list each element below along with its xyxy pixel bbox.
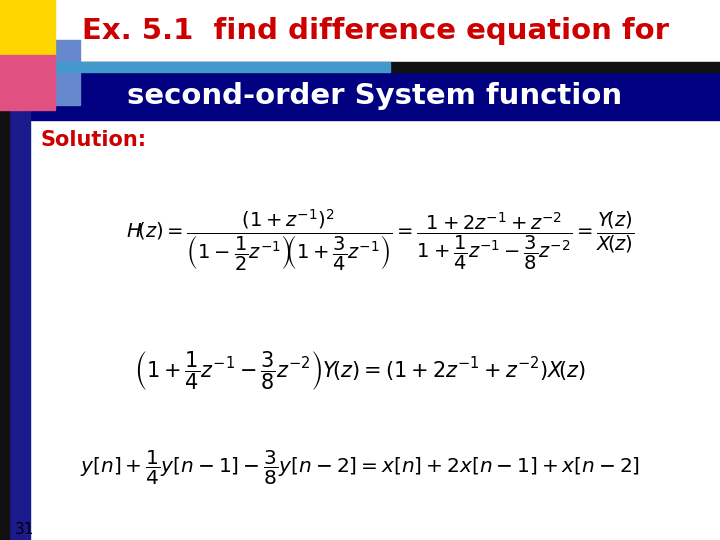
Bar: [30, 72, 720, 120]
Text: 31: 31: [15, 523, 35, 537]
Bar: [0, 55, 55, 110]
Bar: [30, 62, 390, 72]
Text: $y[n]+\dfrac{1}{4}y[n-1]-\dfrac{3}{8}y[n-2]=x[n]+2x[n-1]+x[n-2]$: $y[n]+\dfrac{1}{4}y[n-1]-\dfrac{3}{8}y[n…: [80, 449, 640, 487]
Text: $H\!\left(z\right)=\dfrac{\left(1+z^{-1}\right)^{2}}{\left(1-\dfrac{1}{2}z^{-1}\: $H\!\left(z\right)=\dfrac{\left(1+z^{-1}…: [126, 207, 634, 273]
Bar: [30, 62, 720, 72]
Text: Ex. 5.1  find difference equation for: Ex. 5.1 find difference equation for: [81, 17, 668, 45]
Bar: [0, 0, 9, 540]
Text: Solution:: Solution:: [40, 130, 146, 150]
Text: second-order System function: second-order System function: [127, 82, 623, 110]
Bar: [9, 0, 30, 540]
Text: $\left(1+\dfrac{1}{4}z^{-1}-\dfrac{3}{8}z^{-2}\right)Y\!\left(z\right)=\left(1+2: $\left(1+\dfrac{1}{4}z^{-1}-\dfrac{3}{8}…: [134, 348, 586, 392]
Bar: [30, 40, 80, 105]
Bar: [30, 0, 720, 62]
Bar: [0, 0, 55, 55]
